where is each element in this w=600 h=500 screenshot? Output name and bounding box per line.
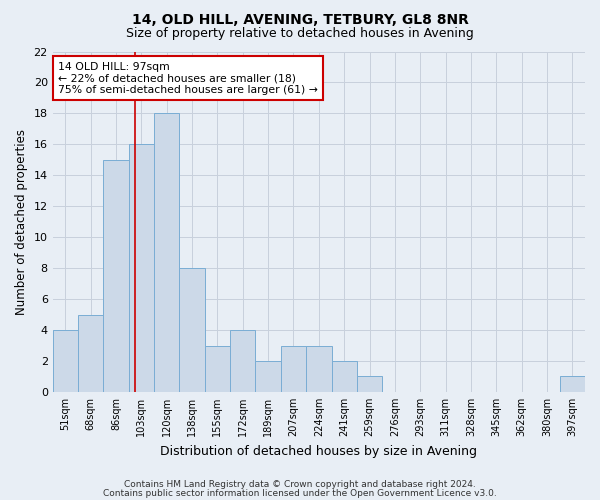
Bar <box>205 346 230 392</box>
Bar <box>281 346 306 392</box>
Bar <box>179 268 205 392</box>
Text: Contains HM Land Registry data © Crown copyright and database right 2024.: Contains HM Land Registry data © Crown c… <box>124 480 476 489</box>
Text: 14, OLD HILL, AVENING, TETBURY, GL8 8NR: 14, OLD HILL, AVENING, TETBURY, GL8 8NR <box>131 12 469 26</box>
Bar <box>78 314 103 392</box>
Bar <box>154 114 179 392</box>
Bar <box>103 160 129 392</box>
Bar <box>53 330 78 392</box>
Y-axis label: Number of detached properties: Number of detached properties <box>15 128 28 314</box>
Bar <box>332 361 357 392</box>
Bar <box>357 376 382 392</box>
Bar <box>129 144 154 392</box>
Bar <box>560 376 585 392</box>
Text: Size of property relative to detached houses in Avening: Size of property relative to detached ho… <box>126 28 474 40</box>
X-axis label: Distribution of detached houses by size in Avening: Distribution of detached houses by size … <box>160 444 478 458</box>
Bar <box>230 330 256 392</box>
Bar <box>306 346 332 392</box>
Bar <box>256 361 281 392</box>
Text: Contains public sector information licensed under the Open Government Licence v3: Contains public sector information licen… <box>103 488 497 498</box>
Text: 14 OLD HILL: 97sqm
← 22% of detached houses are smaller (18)
75% of semi-detache: 14 OLD HILL: 97sqm ← 22% of detached hou… <box>58 62 318 95</box>
